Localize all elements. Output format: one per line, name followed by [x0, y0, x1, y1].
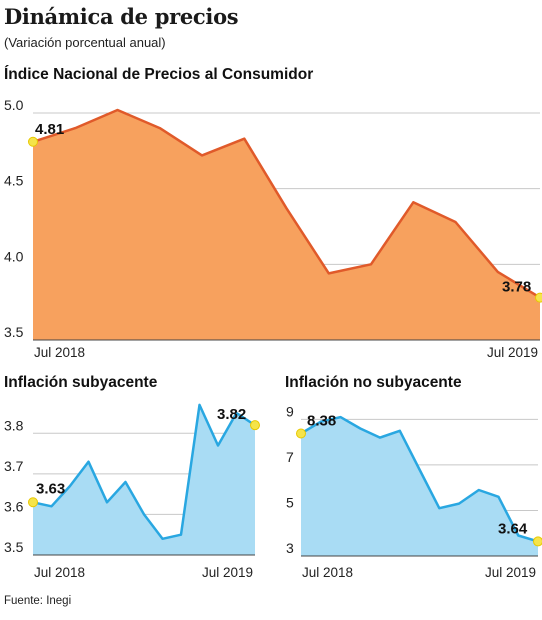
no-subyacente-data-label: 8.38 — [307, 413, 336, 430]
inpc-area — [33, 110, 540, 340]
inpc-data-label: 4.81 — [35, 121, 64, 138]
no-subyacente-area — [301, 417, 538, 556]
inpc-ytick-label: 3.5 — [4, 324, 24, 340]
inpc-data-point — [28, 136, 38, 147]
inpc-data-label: 3.78 — [502, 279, 531, 296]
page-subtitle: (Variación porcentual anual) — [4, 35, 166, 50]
subyacente-ytick-label: 3.6 — [4, 498, 24, 514]
subyacente-area — [33, 404, 255, 555]
no-subyacente-chart-title: Inflación no subyacente — [285, 374, 462, 391]
no-subyacente-xtick-label: Jul 2018 — [302, 565, 353, 580]
subyacente-chart: 3.5 3.6 3.7 3.8 3.63 3.82 Jul 2018 Jul 2019 — [4, 403, 260, 580]
inpc-ytick-label: 5.0 — [4, 97, 24, 113]
source-note: Fuente: Inegi — [4, 595, 72, 607]
inpc-ytick-label: 4.0 — [4, 248, 24, 264]
subyacente-xtick-label: Jul 2018 — [34, 565, 85, 580]
subyacente-data-label: 3.82 — [217, 406, 246, 423]
no-subyacente-data-label: 3.64 — [498, 520, 528, 537]
no-subyacente-ytick-label: 3 — [286, 540, 294, 556]
subyacente-xtick-label: Jul 2019 — [202, 565, 253, 580]
subyacente-data-label: 3.63 — [36, 480, 65, 497]
no-subyacente-ytick-label: 9 — [286, 403, 294, 419]
inpc-chart: 3.5 4.0 4.5 5.0 4.81 3.78 Jul 2018 Jul 2019 — [4, 97, 542, 360]
subyacente-chart-title: Inflación subyacente — [4, 374, 158, 391]
inpc-xtick-label: Jul 2018 — [34, 345, 85, 360]
subyacente-series-line — [32, 403, 256, 541]
no-subyacente-xtick-label: Jul 2019 — [485, 565, 536, 580]
subyacente-data-point — [28, 497, 38, 508]
subyacente-data-point — [250, 420, 260, 431]
subyacente-ytick-label: 3.5 — [4, 539, 24, 555]
inpc-ytick-label: 4.5 — [4, 173, 24, 189]
no-subyacente-chart: 3 5 7 9 8.38 3.64 Jul 2018 Jul 2019 — [286, 403, 542, 580]
inpc-xtick-label: Jul 2019 — [487, 345, 538, 360]
inpc-chart-title: Índice Nacional de Precios al Consumidor — [4, 66, 314, 83]
no-subyacente-ytick-label: 5 — [286, 494, 294, 510]
no-subyacente-data-point — [533, 536, 542, 547]
no-subyacente-ytick-label: 7 — [286, 449, 294, 465]
page-title: Dinámica de precios — [4, 4, 239, 29]
no-subyacente-series-line — [300, 415, 539, 543]
subyacente-ytick-label: 3.7 — [4, 458, 24, 474]
no-subyacente-data-point — [296, 428, 306, 439]
subyacente-ytick-label: 3.8 — [4, 417, 24, 433]
inpc-series-line — [32, 108, 541, 299]
inpc-data-point — [535, 292, 542, 303]
